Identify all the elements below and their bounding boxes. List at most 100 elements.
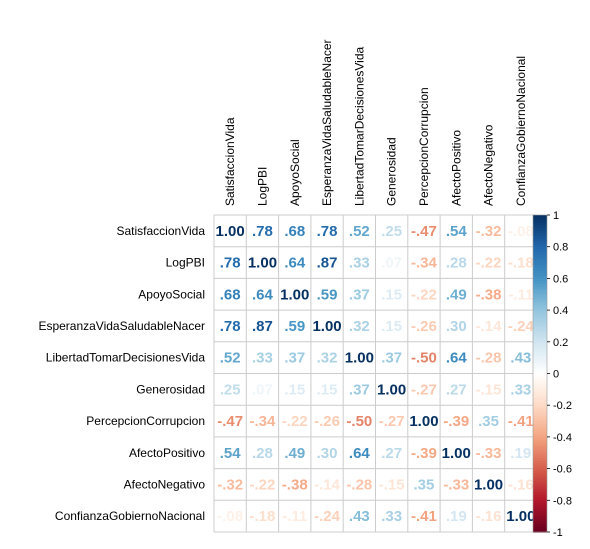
colorbar-segment: [533, 310, 547, 314]
colorbar-segment: [533, 381, 547, 385]
colorbar-tick-label: 0.4: [553, 305, 568, 317]
cell-value: .64: [284, 255, 306, 272]
colorbar-segment: [533, 267, 547, 272]
cell-value: .59: [317, 286, 338, 303]
column-label: Generosidad: [385, 137, 399, 206]
colorbar-segment: [533, 373, 547, 377]
colorbar-segment: [533, 357, 547, 361]
colorbar-segment: [533, 500, 547, 504]
cell-value: .78: [252, 223, 273, 240]
cell-value: .37: [381, 350, 402, 367]
cell-value: .43: [349, 508, 370, 525]
colorbar-segment: [533, 228, 547, 232]
cell-value: .28: [446, 255, 467, 272]
colorbar-segment: [533, 518, 547, 523]
colorbar-segment: [533, 508, 547, 512]
colorbar-segment: [533, 502, 547, 507]
cell-value: .33: [381, 508, 402, 525]
cell-value: -.28: [476, 350, 502, 367]
cell-value: .25: [381, 223, 402, 240]
colorbar-segment: [533, 442, 547, 446]
colorbar-segment: [533, 487, 547, 491]
cell-value: .07: [381, 255, 402, 272]
cell-value: -.18: [250, 508, 276, 525]
colorbar-segment: [533, 426, 547, 430]
cell-value: -.15: [379, 476, 405, 493]
colorbar-segment: [533, 376, 547, 380]
colorbar-segment: [533, 465, 547, 470]
cell-value: -.24: [508, 318, 535, 335]
colorbar-segment: [533, 413, 547, 417]
colorbar-segment: [533, 386, 547, 390]
cell-value: .15: [381, 286, 402, 303]
colorbar-segment: [533, 370, 547, 375]
colorbar-segment: [533, 492, 547, 496]
colorbar-tick-label: 0.2: [553, 337, 568, 349]
colorbar-segment: [533, 249, 547, 253]
colorbar-segment: [533, 489, 547, 493]
cell-value: .64: [446, 350, 468, 367]
colorbar-segment: [533, 336, 547, 340]
cell-value: .07: [252, 381, 273, 398]
cell-value: .19: [510, 445, 531, 462]
cell-value: .37: [284, 350, 305, 367]
colorbar-segment: [533, 294, 547, 298]
cell-value: .28: [252, 445, 273, 462]
colorbar-segment: [533, 423, 547, 427]
cell-value: -.27: [379, 413, 405, 430]
cell-value: -.39: [443, 413, 469, 430]
colorbar-segment: [533, 524, 547, 528]
cell-value: .35: [414, 476, 435, 493]
colorbar-segment: [533, 236, 547, 240]
cell-value: 1.00: [409, 413, 438, 430]
colorbar-segment: [533, 476, 547, 480]
cell-value: -.24: [314, 508, 341, 525]
cell-value: -.50: [411, 350, 437, 367]
colorbar-segment: [533, 220, 547, 224]
colorbar-segment: [533, 238, 547, 243]
colorbar-segment: [533, 389, 547, 393]
cell-value: 1.00: [248, 255, 277, 272]
cell-value: -.50: [346, 413, 372, 430]
cell-value: 1.00: [442, 445, 471, 462]
row-labels: SatisfaccionVida LogPBI ApoyoSocial Esperan…: [38, 224, 205, 523]
cell-value: -.16: [476, 508, 502, 525]
cell-value: .87: [317, 255, 338, 272]
colorbar-segment: [533, 302, 547, 306]
colorbar-tick-label: 0.6: [553, 273, 568, 285]
row-label: EsperanzaVidaSaludableNacer: [38, 319, 205, 333]
colorbar-segment: [533, 463, 547, 467]
column-label: EsperanzaVidaSaludableNacer: [320, 39, 334, 206]
colorbar-segment: [533, 262, 547, 266]
colorbar-segment: [533, 368, 547, 372]
colorbar-segment: [533, 452, 547, 456]
cell-value: .52: [220, 350, 241, 367]
cell-value: -.33: [476, 445, 502, 462]
colorbar-segment: [533, 402, 547, 406]
colorbar-segment: [533, 270, 547, 274]
cell-value: -.14: [476, 318, 503, 335]
colorbar-segment: [533, 399, 547, 404]
cell-value: -.34: [411, 255, 438, 272]
colorbar-segment: [533, 479, 547, 483]
colorbar-segment: [533, 296, 547, 301]
cell-value: .32: [349, 318, 370, 335]
cell-value: -.41: [508, 413, 534, 430]
cell-value: .43: [510, 350, 531, 367]
colorbar-segment: [533, 434, 547, 438]
cell-value: 1.00: [216, 223, 245, 240]
cell-value: .64: [349, 445, 371, 462]
colorbar-segment: [533, 526, 547, 530]
colorbar-segment: [533, 325, 547, 330]
colorbar-segment: [533, 286, 547, 290]
colorbar-segment: [533, 339, 547, 343]
cell-value: .15: [381, 318, 402, 335]
cell-value: .54: [446, 223, 468, 240]
cell-value: .37: [349, 286, 370, 303]
colorbar-segment: [533, 471, 547, 475]
colorbar-segment: [533, 510, 547, 515]
cell-value: -.39: [411, 445, 437, 462]
colorbar-segment: [533, 431, 547, 435]
colorbar-segment: [533, 447, 547, 451]
row-label: ConfianzaGobiernoNacional: [55, 509, 205, 523]
